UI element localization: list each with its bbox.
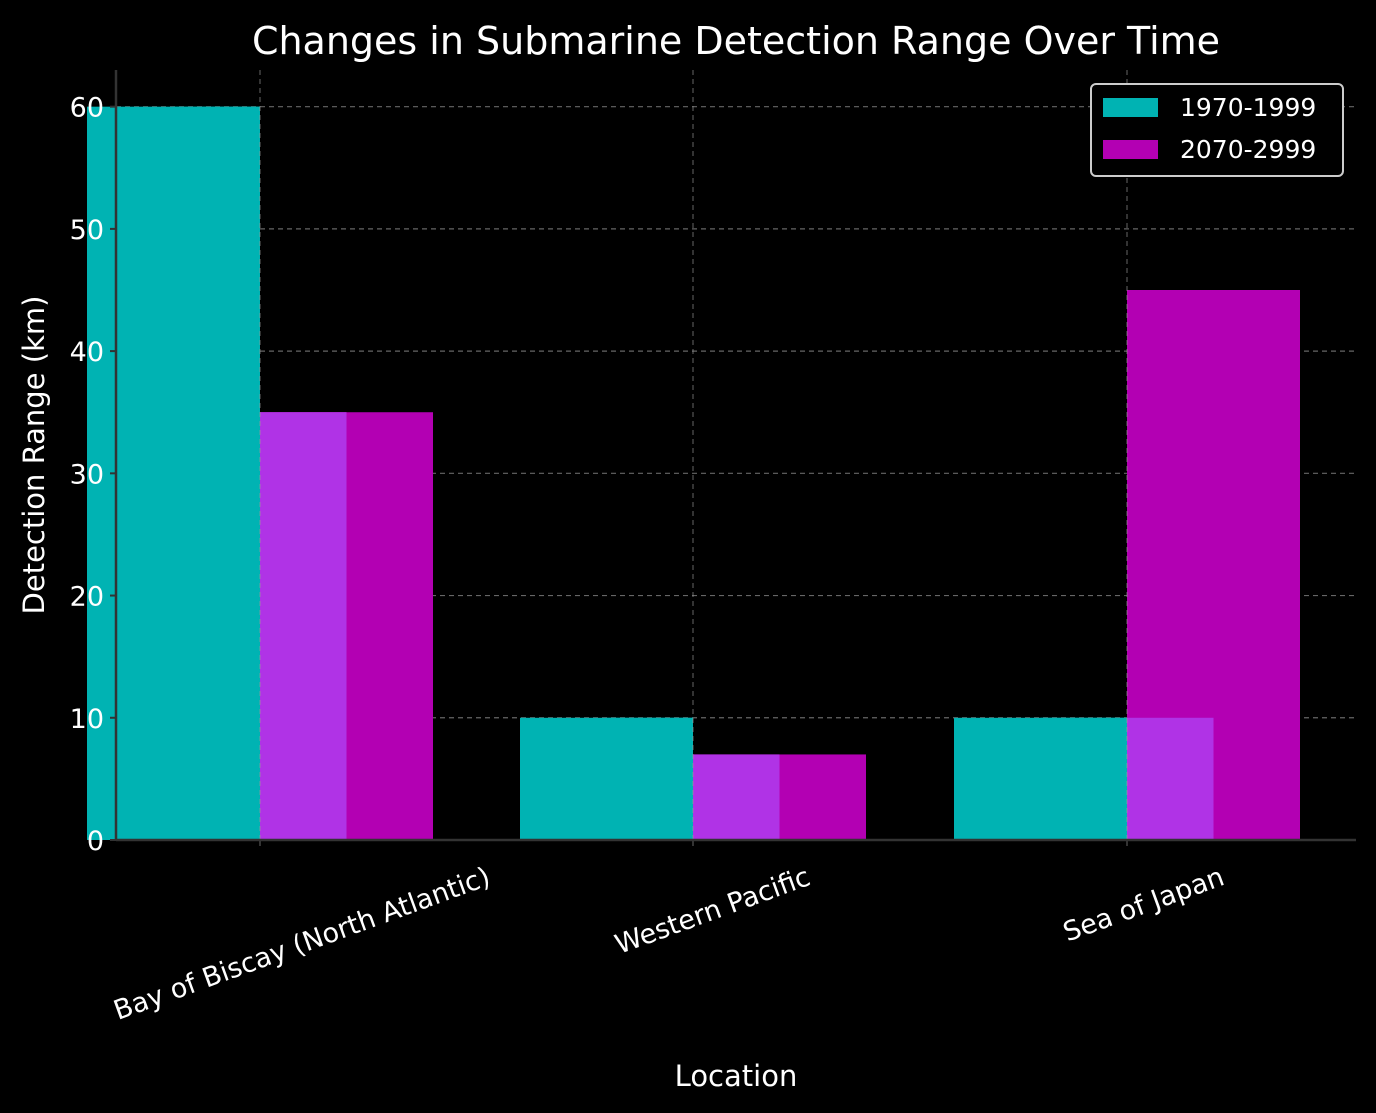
bar-overlap-blend-1	[693, 754, 780, 840]
chart-title: Changes in Submarine Detection Range Ove…	[252, 19, 1220, 63]
x-axis-title: Location	[675, 1059, 798, 1093]
axes	[114, 70, 1356, 842]
bar-overlap-series-1-1	[606, 717, 693, 840]
y-tick-label: 40	[70, 337, 104, 368]
y-tick-label: 20	[70, 582, 104, 613]
legend-label: 2070-2999	[1180, 135, 1316, 164]
legend-swatch	[1103, 140, 1158, 159]
y-axis-title: Detection Range (km)	[17, 296, 51, 615]
bar-overlap-blend-0	[260, 412, 347, 840]
y-tick-labels: 0 10 20 30 40 50 60	[70, 93, 116, 857]
vertical-grid-lines	[259, 70, 1128, 840]
legend-label: 1970-1999	[1180, 93, 1316, 122]
legend: 1970-1999 2070-2999	[1090, 83, 1344, 177]
y-tick-label: 10	[70, 704, 104, 735]
y-tick-label: 50	[70, 215, 104, 246]
y-tick-label: 60	[70, 93, 104, 124]
y-tick-label: 0	[87, 826, 104, 857]
y-tick-label: 30	[70, 459, 104, 490]
bar-overlap-blend-2	[1127, 717, 1214, 840]
bar-overlap-series-1-2	[1040, 717, 1127, 840]
bar-overlap-series-1-0	[173, 106, 260, 840]
bars	[87, 106, 1300, 840]
legend-swatch	[1103, 98, 1158, 117]
